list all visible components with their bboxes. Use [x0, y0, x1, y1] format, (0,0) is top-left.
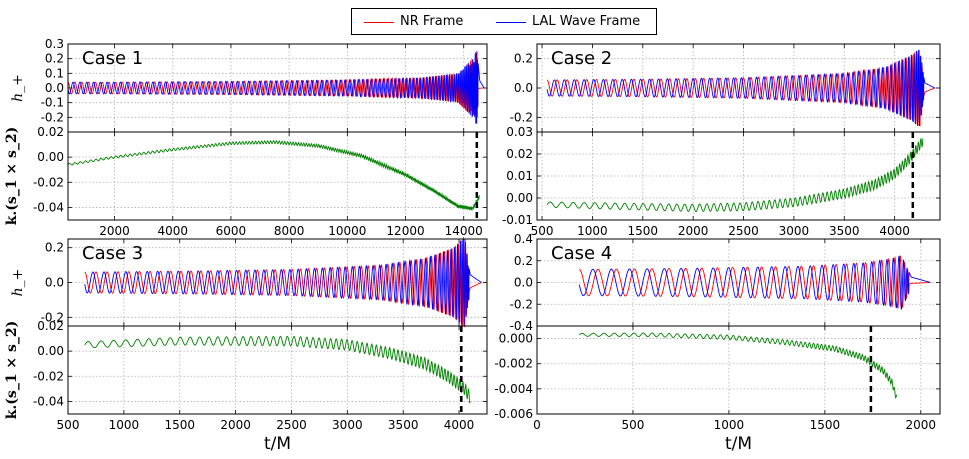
spin-ytick-label-3: 0.02 [37, 125, 64, 139]
spin-xtick-label-2: 1000 [714, 418, 745, 432]
spin-xtick-label-4: 10000 [328, 224, 366, 238]
strain-ytick-label-0: -0.2 [41, 110, 64, 124]
spin-ytick-label-0: -0.01 [502, 213, 533, 227]
strain-ytick-label-0: -0.4 [510, 319, 533, 333]
spin-ytick-label-2: 0.01 [506, 169, 533, 183]
spin-xtick-label-1: 500 [621, 418, 644, 432]
spin-xtick-label-3: 1500 [810, 418, 841, 432]
spin-xtick-label-3: 2000 [678, 224, 709, 238]
strain-ytick-label-4: 0.2 [45, 52, 64, 66]
x-axis-label: t/M [725, 434, 752, 454]
strain-series-nr-frame [67, 52, 485, 120]
legend-label-lal: LAL Wave Frame [532, 14, 641, 29]
spin-xtick-label-0: 0 [533, 418, 541, 432]
spin-xtick-label-1: 1000 [109, 418, 140, 432]
spin-xtick-label-5: 3000 [332, 418, 363, 432]
spin-xtick-label-7: 4000 [879, 224, 910, 238]
spin-xtick-label-4: 2500 [728, 224, 759, 238]
spin-ylabel: k.(s_1 × s_2) [4, 127, 20, 226]
legend-swatch-nr [364, 22, 394, 23]
panel-3: -0.2 0.0 0.2 -0.04 -0.02 0.00 0.02 500 1000 1500 2… [4, 237, 488, 454]
legend: NR Frame LAL Wave Frame [351, 8, 657, 35]
spin-series [84, 335, 471, 404]
spin-xtick-label-4: 2000 [906, 418, 937, 432]
spin-ytick-label-3: 0.02 [506, 147, 533, 161]
spin-xtick-label-5: 12000 [386, 224, 424, 238]
spin-xtick-label-1: 4000 [157, 224, 188, 238]
spin-ytick-label-1: -0.02 [33, 175, 64, 189]
strain-series-lal-wave-frame [578, 255, 931, 310]
spin-xtick-label-1: 1000 [577, 224, 608, 238]
spin-ytick-label-0: -0.006 [494, 407, 533, 421]
spin-xtick-label-7: 4000 [444, 418, 475, 432]
spin-ytick-label-2: -0.002 [494, 357, 533, 371]
spin-xtick-label-2: 1500 [628, 224, 659, 238]
panel-4: -0.4 -0.2 0.0 0.2 0.4 -0.006 -0.004 -0.002 0.000… [494, 232, 941, 454]
spin-ytick-label-0: -0.04 [33, 200, 64, 214]
spin-xtick-label-3: 8000 [274, 224, 305, 238]
spin-xtick-label-6: 3500 [829, 224, 860, 238]
strain-ytick-label-1: 0.0 [45, 276, 64, 290]
spin-ytick-label-3: 0.000 [499, 332, 533, 346]
spin-frame [536, 325, 941, 415]
spin-xtick-label-2: 1500 [164, 418, 195, 432]
spin-ytick-label-0: -0.04 [33, 394, 64, 408]
spin-ylabel: k.(s_1 × s_2) [4, 321, 20, 420]
strain-ytick-label-1: 0.0 [514, 81, 533, 95]
strain-series-nr-frame [546, 49, 936, 127]
spin-ytick-label-3: 0.02 [37, 319, 64, 333]
spin-xtick-label-6: 14000 [445, 224, 483, 238]
strain-ytick-label-0: -0.2 [41, 310, 64, 324]
strain-series-lal-wave-frame [84, 239, 482, 327]
spin-ytick-label-1: -0.004 [494, 382, 533, 396]
spin-ytick-label-1: -0.02 [33, 369, 64, 383]
spin-series [67, 139, 480, 211]
spin-xtick-label-2: 6000 [216, 224, 247, 238]
spin-ytick-label-4: 0.03 [506, 125, 533, 139]
strain-ytick-label-1: -0.1 [41, 96, 64, 110]
strain-series-nr-frame [84, 237, 482, 328]
spin-frame [67, 131, 488, 221]
spin-xtick-label-4: 2500 [276, 418, 307, 432]
strain-series-lal-wave-frame [546, 49, 936, 126]
panel-2: -0.2 0.0 0.2 -0.01 0.00 0.01 0.02 0.03 500 1000 15… [502, 43, 941, 238]
spin-xtick-label-5: 3000 [779, 224, 810, 238]
strain-ytick-label-4: 0.4 [514, 232, 533, 246]
legend-swatch-lal [496, 22, 526, 23]
strain-series-nr-frame [579, 255, 931, 309]
spin-ytick-label-2: 0.00 [37, 150, 64, 164]
panel-1: -0.2-0.10.00.10.20.3 -0.04 -0.02 0.00 0.02 20… [4, 37, 488, 238]
strain-ytick-label-2: 0.0 [45, 81, 64, 95]
spin-frame [67, 325, 488, 415]
strain-ylabel: h_+ [10, 74, 26, 102]
strain-ytick-label-2: 0.2 [514, 52, 533, 66]
case-label: Case 3 [82, 243, 143, 264]
spin-series [578, 332, 898, 400]
spin-xtick-label-0: 500 [531, 224, 554, 238]
spin-xtick-label-0: 500 [57, 418, 80, 432]
spin-ytick-label-1: 0.00 [506, 191, 533, 205]
strain-series-lal-wave-frame [67, 50, 485, 124]
spin-series [546, 138, 924, 212]
strain-ytick-label-2: 0.2 [45, 241, 64, 255]
case-label: Case 2 [551, 48, 612, 69]
spin-xtick-label-3: 2000 [220, 418, 251, 432]
case-label: Case 4 [551, 243, 612, 264]
spin-xtick-label-0: 2000 [99, 224, 130, 238]
spin-ytick-label-2: 0.00 [37, 344, 64, 358]
strain-ylabel: h_+ [10, 269, 26, 297]
strain-ytick-label-1: -0.2 [510, 297, 533, 311]
legend-label-nr: NR Frame [400, 14, 464, 29]
case-label: Case 1 [82, 48, 143, 69]
strain-ytick-label-3: 0.1 [45, 66, 64, 80]
x-axis-label: t/M [264, 434, 291, 454]
strain-ytick-label-0: -0.2 [510, 110, 533, 124]
strain-ytick-label-5: 0.3 [45, 37, 64, 51]
spin-xtick-label-6: 3500 [388, 418, 419, 432]
spin-frame [536, 131, 941, 221]
strain-ytick-label-3: 0.2 [514, 254, 533, 268]
strain-ytick-label-2: 0.0 [514, 276, 533, 290]
